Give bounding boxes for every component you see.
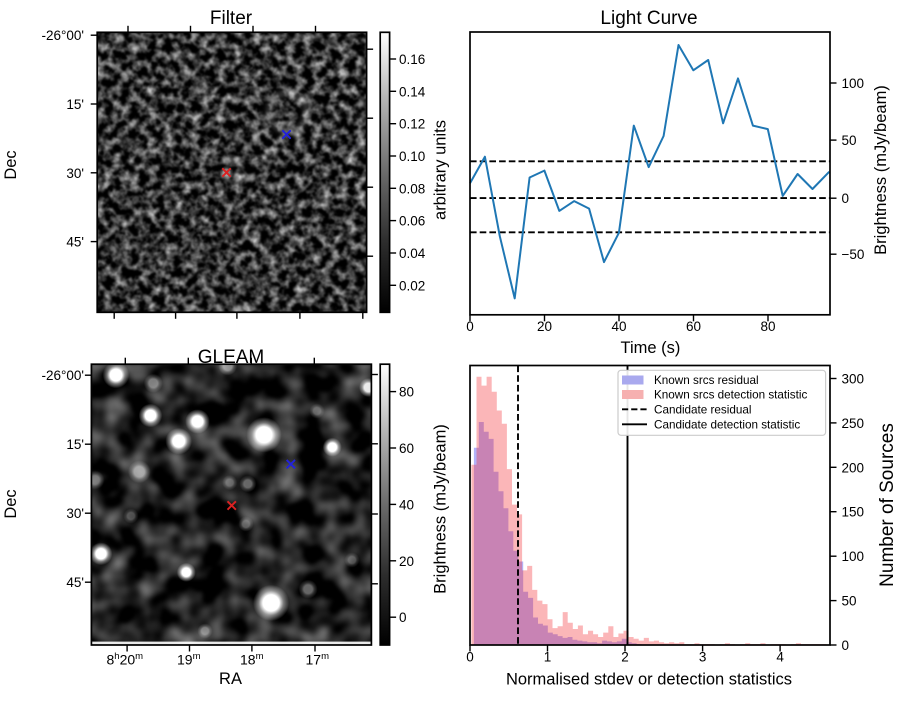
- svg-text:Light Curve: Light Curve: [600, 8, 697, 29]
- svg-text:0.16: 0.16: [399, 52, 425, 67]
- svg-text:0.12: 0.12: [399, 117, 425, 132]
- svg-text:100: 100: [842, 549, 865, 564]
- svg-text:200: 200: [842, 460, 865, 475]
- svg-text:Dec: Dec: [2, 489, 20, 518]
- svg-text:0: 0: [842, 638, 850, 653]
- svg-text:20: 20: [399, 554, 414, 569]
- svg-text:Filter: Filter: [210, 8, 253, 29]
- svg-text:Candidate residual: Candidate residual: [654, 403, 751, 416]
- svg-text:0: 0: [842, 191, 850, 206]
- svg-text:Dec: Dec: [2, 150, 20, 179]
- svg-text:0.02: 0.02: [399, 278, 425, 293]
- svg-text:-26°00': -26°00': [41, 368, 84, 383]
- svg-text:Normalised stdev or detection: Normalised stdev or detection statistics: [506, 671, 792, 689]
- svg-text:0.10: 0.10: [399, 149, 425, 164]
- svg-text:30': 30': [66, 506, 84, 521]
- svg-text:0.08: 0.08: [399, 181, 425, 196]
- svg-text:4: 4: [776, 650, 784, 665]
- svg-text:0: 0: [399, 610, 407, 625]
- svg-text:60: 60: [686, 319, 701, 334]
- svg-text:arbitrary units: arbitrary units: [432, 120, 450, 220]
- svg-text:40: 40: [399, 497, 414, 512]
- svg-text:0: 0: [466, 650, 474, 665]
- svg-text:Brightness (mJy/beam): Brightness (mJy/beam): [872, 85, 890, 255]
- svg-text:50: 50: [842, 133, 857, 148]
- svg-text:Candidate detection statistic: Candidate detection statistic: [654, 418, 800, 431]
- svg-text:40: 40: [611, 319, 626, 334]
- svg-text:Known srcs residual: Known srcs residual: [654, 374, 759, 387]
- svg-text:100: 100: [842, 76, 865, 91]
- svg-text:1: 1: [544, 650, 552, 665]
- svg-text:0: 0: [466, 319, 474, 334]
- svg-text:20: 20: [537, 319, 552, 334]
- svg-text:50: 50: [842, 594, 857, 609]
- svg-text:GLEAM: GLEAM: [198, 347, 265, 368]
- svg-text:−50: −50: [842, 247, 865, 262]
- svg-text:45': 45': [66, 575, 84, 590]
- svg-text:0.14: 0.14: [399, 84, 426, 99]
- svg-text:300: 300: [842, 372, 865, 387]
- svg-text:15': 15': [66, 97, 84, 112]
- svg-text:0.04: 0.04: [399, 246, 426, 261]
- svg-text:150: 150: [842, 505, 865, 520]
- svg-text:60: 60: [399, 441, 414, 456]
- svg-text:80: 80: [760, 319, 775, 334]
- svg-text:Time (s): Time (s): [621, 339, 681, 357]
- svg-text:RA: RA: [219, 670, 242, 688]
- svg-text:0.06: 0.06: [399, 214, 425, 229]
- svg-text:80: 80: [399, 385, 414, 400]
- svg-text:30': 30': [66, 166, 84, 181]
- svg-text:2: 2: [621, 650, 629, 665]
- svg-text:-26°00': -26°00': [41, 28, 84, 43]
- svg-text:45': 45': [66, 235, 84, 250]
- svg-text:15': 15': [66, 437, 84, 452]
- svg-text:250: 250: [842, 416, 865, 431]
- svg-text:Number of Sources: Number of Sources: [877, 423, 898, 587]
- svg-text:3: 3: [699, 650, 707, 665]
- svg-text:Brightness (mJy/beam): Brightness (mJy/beam): [432, 424, 450, 594]
- svg-text:Known srcs detection statistic: Known srcs detection statistic: [654, 389, 807, 402]
